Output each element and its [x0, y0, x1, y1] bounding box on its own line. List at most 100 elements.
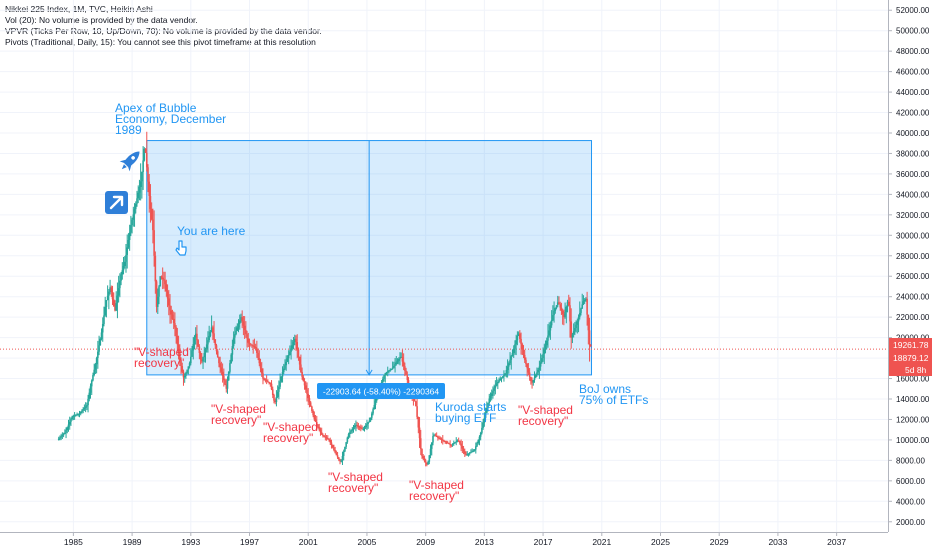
candle-body — [424, 460, 427, 463]
candle-body — [564, 312, 566, 318]
candle-body — [394, 364, 396, 366]
candle-body — [353, 425, 356, 428]
y-tick-label: 38000.00 — [896, 149, 930, 158]
candle-body — [467, 453, 470, 455]
candle-body — [581, 304, 584, 309]
candle-body — [588, 330, 591, 346]
pointing-hand-icon[interactable] — [175, 240, 187, 256]
candle-body — [241, 317, 243, 322]
annotation-kuroda[interactable]: Kuroda starts buying ETF — [435, 400, 506, 425]
chart-grid — [0, 0, 888, 532]
candle-body — [339, 459, 341, 462]
candle-body — [252, 345, 254, 347]
candle-body — [569, 305, 571, 322]
price-tag-countdown[interactable]: 5d 8h — [889, 364, 932, 376]
candle-body — [117, 288, 120, 296]
candle-body — [249, 343, 252, 345]
candle-body — [444, 441, 447, 443]
candle-body — [455, 441, 458, 443]
y-tick-label: 26000.00 — [896, 272, 930, 281]
candle-body — [391, 367, 394, 369]
candle-body — [169, 305, 171, 311]
candle-body — [214, 339, 217, 346]
candle-body — [159, 276, 162, 287]
svg-text:"V-shaped: "V-shaped — [518, 403, 573, 417]
svg-text:19261.78: 19261.78 — [893, 340, 929, 350]
candle-body — [254, 346, 257, 348]
candle-body — [166, 291, 169, 299]
candle-body — [174, 323, 176, 328]
candle-body — [549, 325, 552, 331]
candle-body — [341, 455, 344, 461]
candle-body — [210, 327, 213, 332]
candle-body — [312, 410, 314, 416]
candle-body — [259, 363, 262, 369]
candle-body — [303, 381, 306, 386]
candle-body — [515, 340, 517, 345]
candle-body — [284, 365, 286, 369]
svg-text:recovery": recovery" — [409, 489, 459, 503]
candle-body — [116, 295, 119, 304]
candle-body — [508, 363, 510, 367]
candle-body — [553, 310, 555, 316]
candle-body — [544, 345, 547, 350]
candle-body — [435, 436, 438, 438]
rocket-icon[interactable] — [117, 147, 145, 175]
annotation-v-shaped-4[interactable]: "V-shaped recovery" — [328, 470, 383, 495]
candle-body — [260, 368, 263, 374]
candle-body — [60, 436, 62, 438]
candle-body — [111, 292, 114, 300]
candle-body — [87, 398, 89, 406]
candle-body — [556, 302, 559, 306]
candle-body — [306, 389, 308, 394]
annotation-v-shaped-3[interactable]: "V-shaped recovery" — [263, 420, 318, 445]
legend-volume[interactable]: Vol (20): No volume is provided by the d… — [5, 15, 198, 25]
candle-body — [282, 368, 285, 373]
annotation-v-shaped-2[interactable]: "V-shaped recovery" — [211, 402, 266, 427]
legend-title[interactable]: Nikkei 225 Index, 1M, TVC, Heikin Ashi — [5, 4, 153, 14]
candle-body — [72, 415, 75, 417]
candle-body — [344, 446, 346, 452]
candle-body — [156, 296, 159, 307]
candle-body — [461, 446, 464, 449]
candle-body — [88, 392, 91, 399]
candle-body — [289, 351, 291, 356]
candle-body — [330, 442, 333, 446]
candle-body — [534, 374, 537, 378]
candle-body — [479, 432, 482, 437]
annotation-apex[interactable]: Apex of Bubble Economy, December 1989 — [115, 101, 226, 137]
annotation-v-shaped-1[interactable]: "V-shaped recovery" — [134, 345, 189, 370]
candle-body — [188, 363, 191, 367]
y-tick-label: 30000.00 — [896, 231, 930, 240]
candle-body — [368, 420, 371, 423]
candle-body — [473, 449, 476, 451]
x-tick-label: 1989 — [123, 537, 142, 547]
candle-body — [349, 432, 351, 435]
candle-body — [492, 390, 494, 394]
legend-pivots[interactable]: Pivots (Traditional, Daily, 15): You can… — [5, 37, 316, 47]
candle-body — [490, 393, 493, 396]
price-tag-current[interactable]: 19261.78 — [889, 338, 932, 351]
annotation-you-are-here[interactable]: You are here — [177, 224, 246, 238]
candle-body — [78, 413, 81, 415]
candle-body — [208, 335, 210, 341]
candle-body — [383, 375, 385, 379]
candle-body — [134, 203, 137, 210]
annotation-v-shaped-6[interactable]: "V-shaped recovery" — [518, 403, 573, 428]
measure-label-box[interactable] — [317, 383, 445, 399]
candle-body — [115, 303, 117, 311]
measure-arrowhead — [365, 369, 373, 376]
candle-body — [585, 298, 587, 301]
y-axis: 2000.00 4000.00 6000.00 8000.00 10000.00 1200… — [888, 6, 930, 527]
candle-body — [539, 362, 542, 367]
candle-body — [191, 350, 193, 357]
annotation-v-shaped-5[interactable]: "V-shaped recovery" — [409, 478, 464, 503]
candles-layer — [57, 131, 592, 467]
arrow-up-right-icon[interactable] — [105, 191, 128, 214]
candle-body — [523, 354, 526, 360]
annotation-boj[interactable]: BoJ owns 75% of ETFs — [579, 382, 648, 407]
candle-body — [577, 317, 580, 322]
price-tag-line[interactable]: 18879.12 — [889, 351, 932, 364]
candle-body — [497, 381, 499, 384]
